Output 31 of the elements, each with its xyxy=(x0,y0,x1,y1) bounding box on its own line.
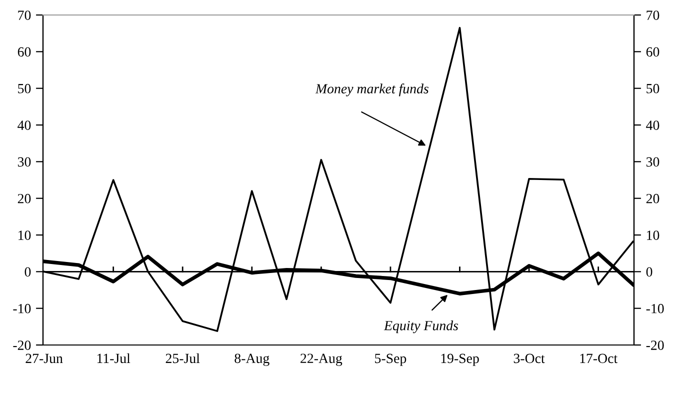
y2-tick-label: 0 xyxy=(646,267,652,277)
x-tick-label: 19-Sep xyxy=(441,354,479,366)
annotation: Money market funds xyxy=(315,84,428,96)
y-tick-label: -10 xyxy=(13,304,31,314)
x-tick-label: 17-Oct xyxy=(580,354,618,364)
y-tick-label: 30 xyxy=(18,157,31,167)
y2-tick-label: 50 xyxy=(646,84,660,94)
y2-tick-label: 20 xyxy=(646,194,660,204)
x-tick-label: 3-Oct xyxy=(514,354,545,364)
y-tick-label: 10 xyxy=(18,230,31,240)
y-tick-label: 40 xyxy=(18,120,31,130)
y2-tick-label: 60 xyxy=(646,47,660,57)
x-tick-label: 11-Jul xyxy=(97,353,130,364)
annotation: Equity Funds xyxy=(384,320,458,334)
y-tick-label: 60 xyxy=(18,47,31,57)
y2-tick-label: 10 xyxy=(647,230,660,240)
y2-tick-label: 30 xyxy=(646,157,660,167)
y-tick-label: 50 xyxy=(18,84,31,94)
y-tick-label: 70 xyxy=(18,10,31,20)
x-tick-label: 8-Aug xyxy=(234,354,270,366)
y2-tick-label: 70 xyxy=(646,10,660,20)
x-tick-label: 22-Aug xyxy=(300,354,342,366)
y-tick-label: 20 xyxy=(18,194,31,204)
y2-tick-label: -10 xyxy=(646,304,664,314)
y2-tick-label: 40 xyxy=(646,120,660,130)
x-tick-label: 25-Jul xyxy=(166,353,200,364)
x-tick-label: 27-Jun xyxy=(26,354,63,364)
x-tick-label: 5-Sep xyxy=(375,354,406,366)
y-tick-label: -20 xyxy=(13,340,31,350)
y-tick-label: 0 xyxy=(24,267,31,277)
y2-tick-label: -20 xyxy=(646,340,664,350)
